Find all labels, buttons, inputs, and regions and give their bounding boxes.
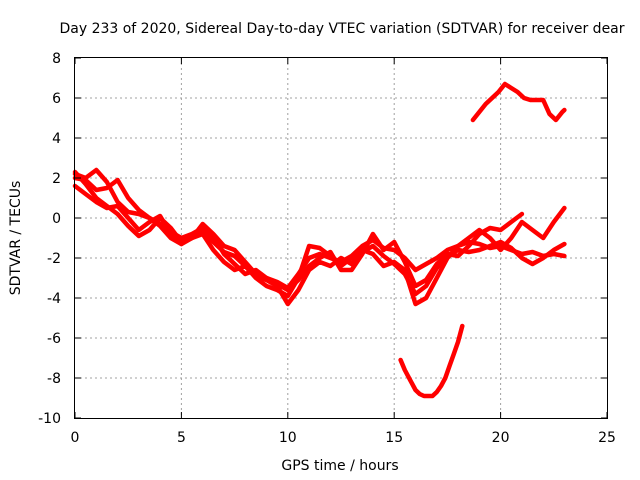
series-line-trace-6 <box>470 81 567 123</box>
y-tick-label: 6 <box>52 91 61 107</box>
y-axis-label: SDTVAR / TECUs <box>8 181 24 296</box>
x-tick-label: 10 <box>279 430 297 446</box>
series-group <box>72 81 567 399</box>
series-line-trace-2 <box>72 183 567 307</box>
y-tick-label: -6 <box>47 331 61 347</box>
chart-title: Day 233 of 2020, Sidereal Day-to-day VTE… <box>59 21 624 37</box>
series-line-trace-3 <box>72 175 567 307</box>
x-axis-label: GPS time / hours <box>281 458 398 474</box>
y-tick-label: 8 <box>52 51 61 67</box>
series-line-trace-5 <box>398 323 465 399</box>
plot-frame <box>74 57 608 419</box>
y-tick-label: -2 <box>47 251 61 267</box>
y-tick-label: 4 <box>52 131 61 147</box>
x-tick-label: 0 <box>71 430 80 446</box>
y-tick-label: 2 <box>52 171 61 187</box>
tick-labels: 0 5 10 15 20 25 -10 -8 -6 -4 -2 0 2 4 6 8 <box>38 51 616 446</box>
x-tick-label: 25 <box>598 430 616 446</box>
series-line-trace-4 <box>72 169 525 293</box>
y-tick-label: 0 <box>52 211 61 227</box>
y-tick-label: -4 <box>47 291 61 307</box>
grid <box>75 58 607 418</box>
x-tick-label: 15 <box>385 430 403 446</box>
y-tick-label: -10 <box>38 411 61 427</box>
axis-ticks <box>74 57 608 419</box>
x-tick-label: 5 <box>177 430 186 446</box>
x-tick-label: 20 <box>492 430 510 446</box>
y-tick-label: -8 <box>47 371 61 387</box>
